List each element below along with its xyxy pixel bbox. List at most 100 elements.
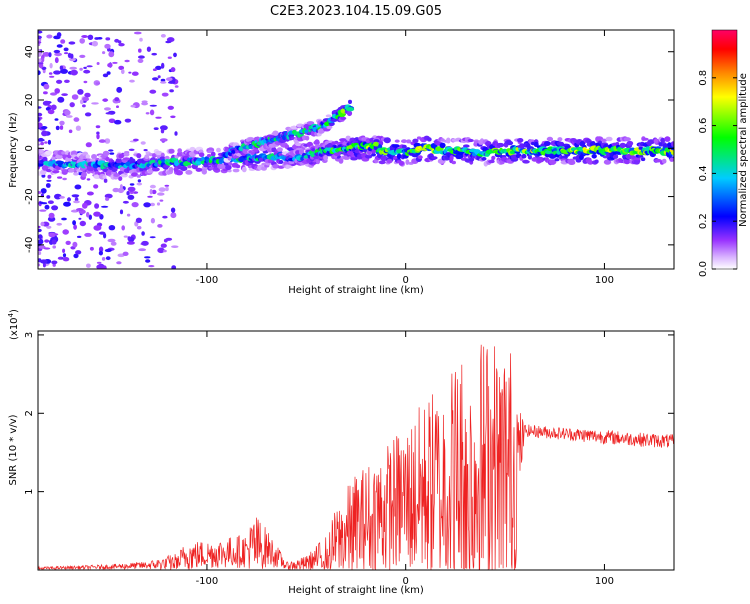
main-trace-halo [189, 146, 196, 152]
snr-x-tick-label: -100 [196, 576, 219, 587]
spectrogram-speckle [76, 208, 84, 211]
spectrogram-speckle [54, 88, 60, 94]
spectrogram-speckle [171, 245, 179, 248]
secondary-trace-1-halo [295, 150, 301, 155]
spectrogram-speckle [46, 225, 52, 229]
main-trace-halo [339, 138, 348, 142]
spectrogram-speckle [124, 59, 130, 63]
spectrogram-speckle [104, 107, 111, 111]
spectrogram-speckle [73, 253, 79, 259]
snr-x-tick-label: 0 [403, 576, 409, 587]
main-trace-halo [383, 137, 391, 144]
spectrogram-speckle [131, 71, 139, 76]
main-trace-halo [546, 136, 554, 142]
spectrogram-speckle [59, 196, 65, 199]
main-trace-halo [507, 141, 514, 146]
spectrogram-speckle [97, 37, 103, 40]
spectrogram-speckle [52, 245, 56, 249]
spectrogram-speckle [98, 231, 106, 235]
spectrogram-speckle [94, 203, 100, 209]
spectrogram-axes: -100 0 100 -40 -20 0 20 40 [24, 30, 674, 286]
main-trace-halo [198, 152, 205, 158]
main-trace-halo [241, 166, 247, 173]
secondary-trace-1-core [373, 141, 379, 147]
main-trace-halo [122, 157, 131, 161]
secondary-trace-0-halo [326, 125, 333, 129]
spectrogram-speckle [40, 141, 44, 146]
main-trace-halo [401, 144, 407, 149]
spectrogram-speckle [69, 57, 76, 62]
spectrogram-y-label: Frequency (Hz) [8, 112, 19, 188]
spectrogram-speckle [137, 179, 142, 183]
spectrogram-speckle [38, 112, 43, 117]
spectrogram-x-tick-label: 100 [595, 275, 614, 286]
main-trace-halo [160, 152, 165, 158]
spectrogram-y-tick-label: 0 [24, 145, 35, 151]
spectrogram-speckle [93, 225, 102, 231]
spectrogram-speckle [73, 117, 80, 122]
spectrogram-speckle [38, 117, 41, 123]
spectrogram-speckle [152, 68, 157, 71]
spectrogram-speckle [145, 259, 151, 263]
spectrogram-speckle [81, 35, 88, 38]
spectrogram-speckle [69, 102, 75, 108]
spectrogram-speckle [38, 263, 41, 267]
colorbar-label: Normalized spectral amplitude [738, 73, 749, 227]
main-trace-halo [175, 170, 183, 176]
spectrogram-speckle [121, 69, 125, 75]
main-trace-halo [619, 142, 627, 149]
spectrogram-speckle [165, 186, 169, 192]
main-trace-halo [73, 172, 79, 176]
main-trace-halo [605, 136, 613, 142]
main-trace-halo [144, 154, 150, 160]
spectrogram-speckle [64, 79, 70, 84]
main-trace-halo [449, 155, 454, 161]
spectrogram-speckle [114, 97, 120, 102]
main-trace-halo [594, 159, 599, 164]
spectrogram-speckle [167, 56, 172, 59]
spectrogram-speckle [169, 89, 174, 93]
main-trace-halo [522, 160, 530, 164]
spectrogram-speckle [121, 225, 125, 231]
spectrogram-speckle [61, 217, 67, 221]
spectrogram-speckle [43, 83, 50, 90]
spectrogram-speckle [38, 48, 41, 52]
spectrogram-speckle [83, 69, 91, 74]
main-trace-halo [235, 164, 241, 169]
spectrogram-speckle [116, 86, 123, 93]
spectrogram-speckle [160, 125, 168, 131]
spectrogram-speckle [44, 239, 50, 243]
spectrogram-speckle [47, 200, 54, 204]
spectrogram-speckle [72, 220, 76, 226]
spectrogram-speckle [60, 39, 66, 44]
main-trace-halo [187, 165, 192, 169]
spectrogram-speckle [103, 178, 108, 183]
spectrogram-speckle [84, 92, 91, 98]
spectrogram-speckle [95, 82, 101, 85]
spectrogram-speckle [82, 202, 88, 209]
spectrogram-speckle [86, 263, 91, 268]
spectrogram-speckle [116, 261, 122, 265]
main-trace-halo [496, 142, 505, 148]
spectrogram-speckle [93, 211, 101, 217]
spectrogram-speckle [38, 225, 41, 229]
spectrogram-speckle [126, 213, 131, 217]
main-trace-halo [446, 137, 451, 144]
spectrogram-speckle [46, 195, 51, 199]
main-trace-halo [219, 165, 226, 170]
main-trace-halo [210, 151, 216, 157]
spectrogram-speckle [75, 125, 81, 131]
main-trace-halo [661, 158, 667, 164]
main-trace-halo [412, 138, 419, 143]
spectrogram-speckle [136, 182, 143, 186]
main-trace-halo [201, 168, 207, 175]
colorbar: 0.0 0.2 0.4 0.6 0.8 Normalized spectral ampl… [698, 29, 749, 277]
spectrogram-speckle [62, 253, 67, 258]
spectrogram-speckle [38, 70, 41, 76]
spectrogram-speckle [51, 205, 59, 211]
spectrogram-speckle [157, 224, 163, 228]
spectrogram-speckle [159, 138, 168, 142]
spectrogram-x-label: Height of straight line (km) [288, 285, 424, 296]
spectrogram-speckle [70, 69, 78, 76]
spectrogram-speckle [102, 265, 107, 269]
